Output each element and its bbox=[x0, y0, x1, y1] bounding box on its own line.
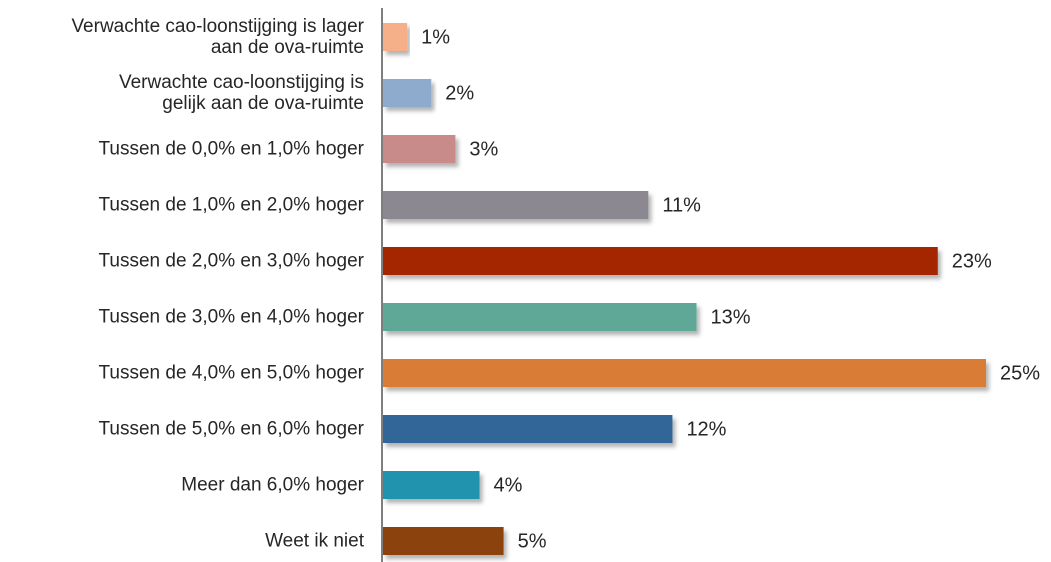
category-label: Tussen de 4,0% en 5,0% hoger bbox=[98, 362, 364, 384]
category-label: Tussen de 5,0% en 6,0% hoger bbox=[98, 418, 364, 440]
data-label: 23% bbox=[952, 250, 992, 272]
bar bbox=[383, 471, 480, 499]
category-label: Meer dan 6,0% hoger bbox=[181, 474, 364, 496]
bar bbox=[383, 191, 649, 219]
data-label: 3% bbox=[469, 138, 498, 160]
data-label: 25% bbox=[1000, 362, 1040, 384]
data-label: 5% bbox=[518, 530, 547, 552]
category-label: Verwachte cao-loonstijging is lager aan … bbox=[71, 16, 364, 58]
category-label: Verwachte cao-loonstijging is gelijk aan… bbox=[118, 72, 364, 114]
bar bbox=[383, 359, 986, 387]
data-label: 4% bbox=[493, 474, 522, 496]
category-label: Weet ik niet bbox=[265, 530, 364, 552]
bar bbox=[383, 135, 456, 163]
bar bbox=[383, 23, 408, 51]
category-label: Tussen de 0,0% en 1,0% hoger bbox=[98, 138, 364, 160]
data-label: 11% bbox=[662, 194, 701, 216]
category-label: Tussen de 2,0% en 3,0% hoger bbox=[98, 250, 364, 272]
data-label: 12% bbox=[686, 418, 726, 440]
category-label: Tussen de 1,0% en 2,0% hoger bbox=[98, 194, 364, 216]
bar bbox=[383, 79, 432, 107]
bar bbox=[383, 247, 938, 275]
data-label: 13% bbox=[711, 306, 751, 328]
data-label: 2% bbox=[445, 82, 474, 104]
bar bbox=[383, 527, 504, 555]
category-label: Tussen de 3,0% en 4,0% hoger bbox=[98, 306, 364, 328]
bar bbox=[383, 303, 697, 331]
bar bbox=[383, 415, 673, 443]
data-label: 1% bbox=[421, 26, 450, 48]
